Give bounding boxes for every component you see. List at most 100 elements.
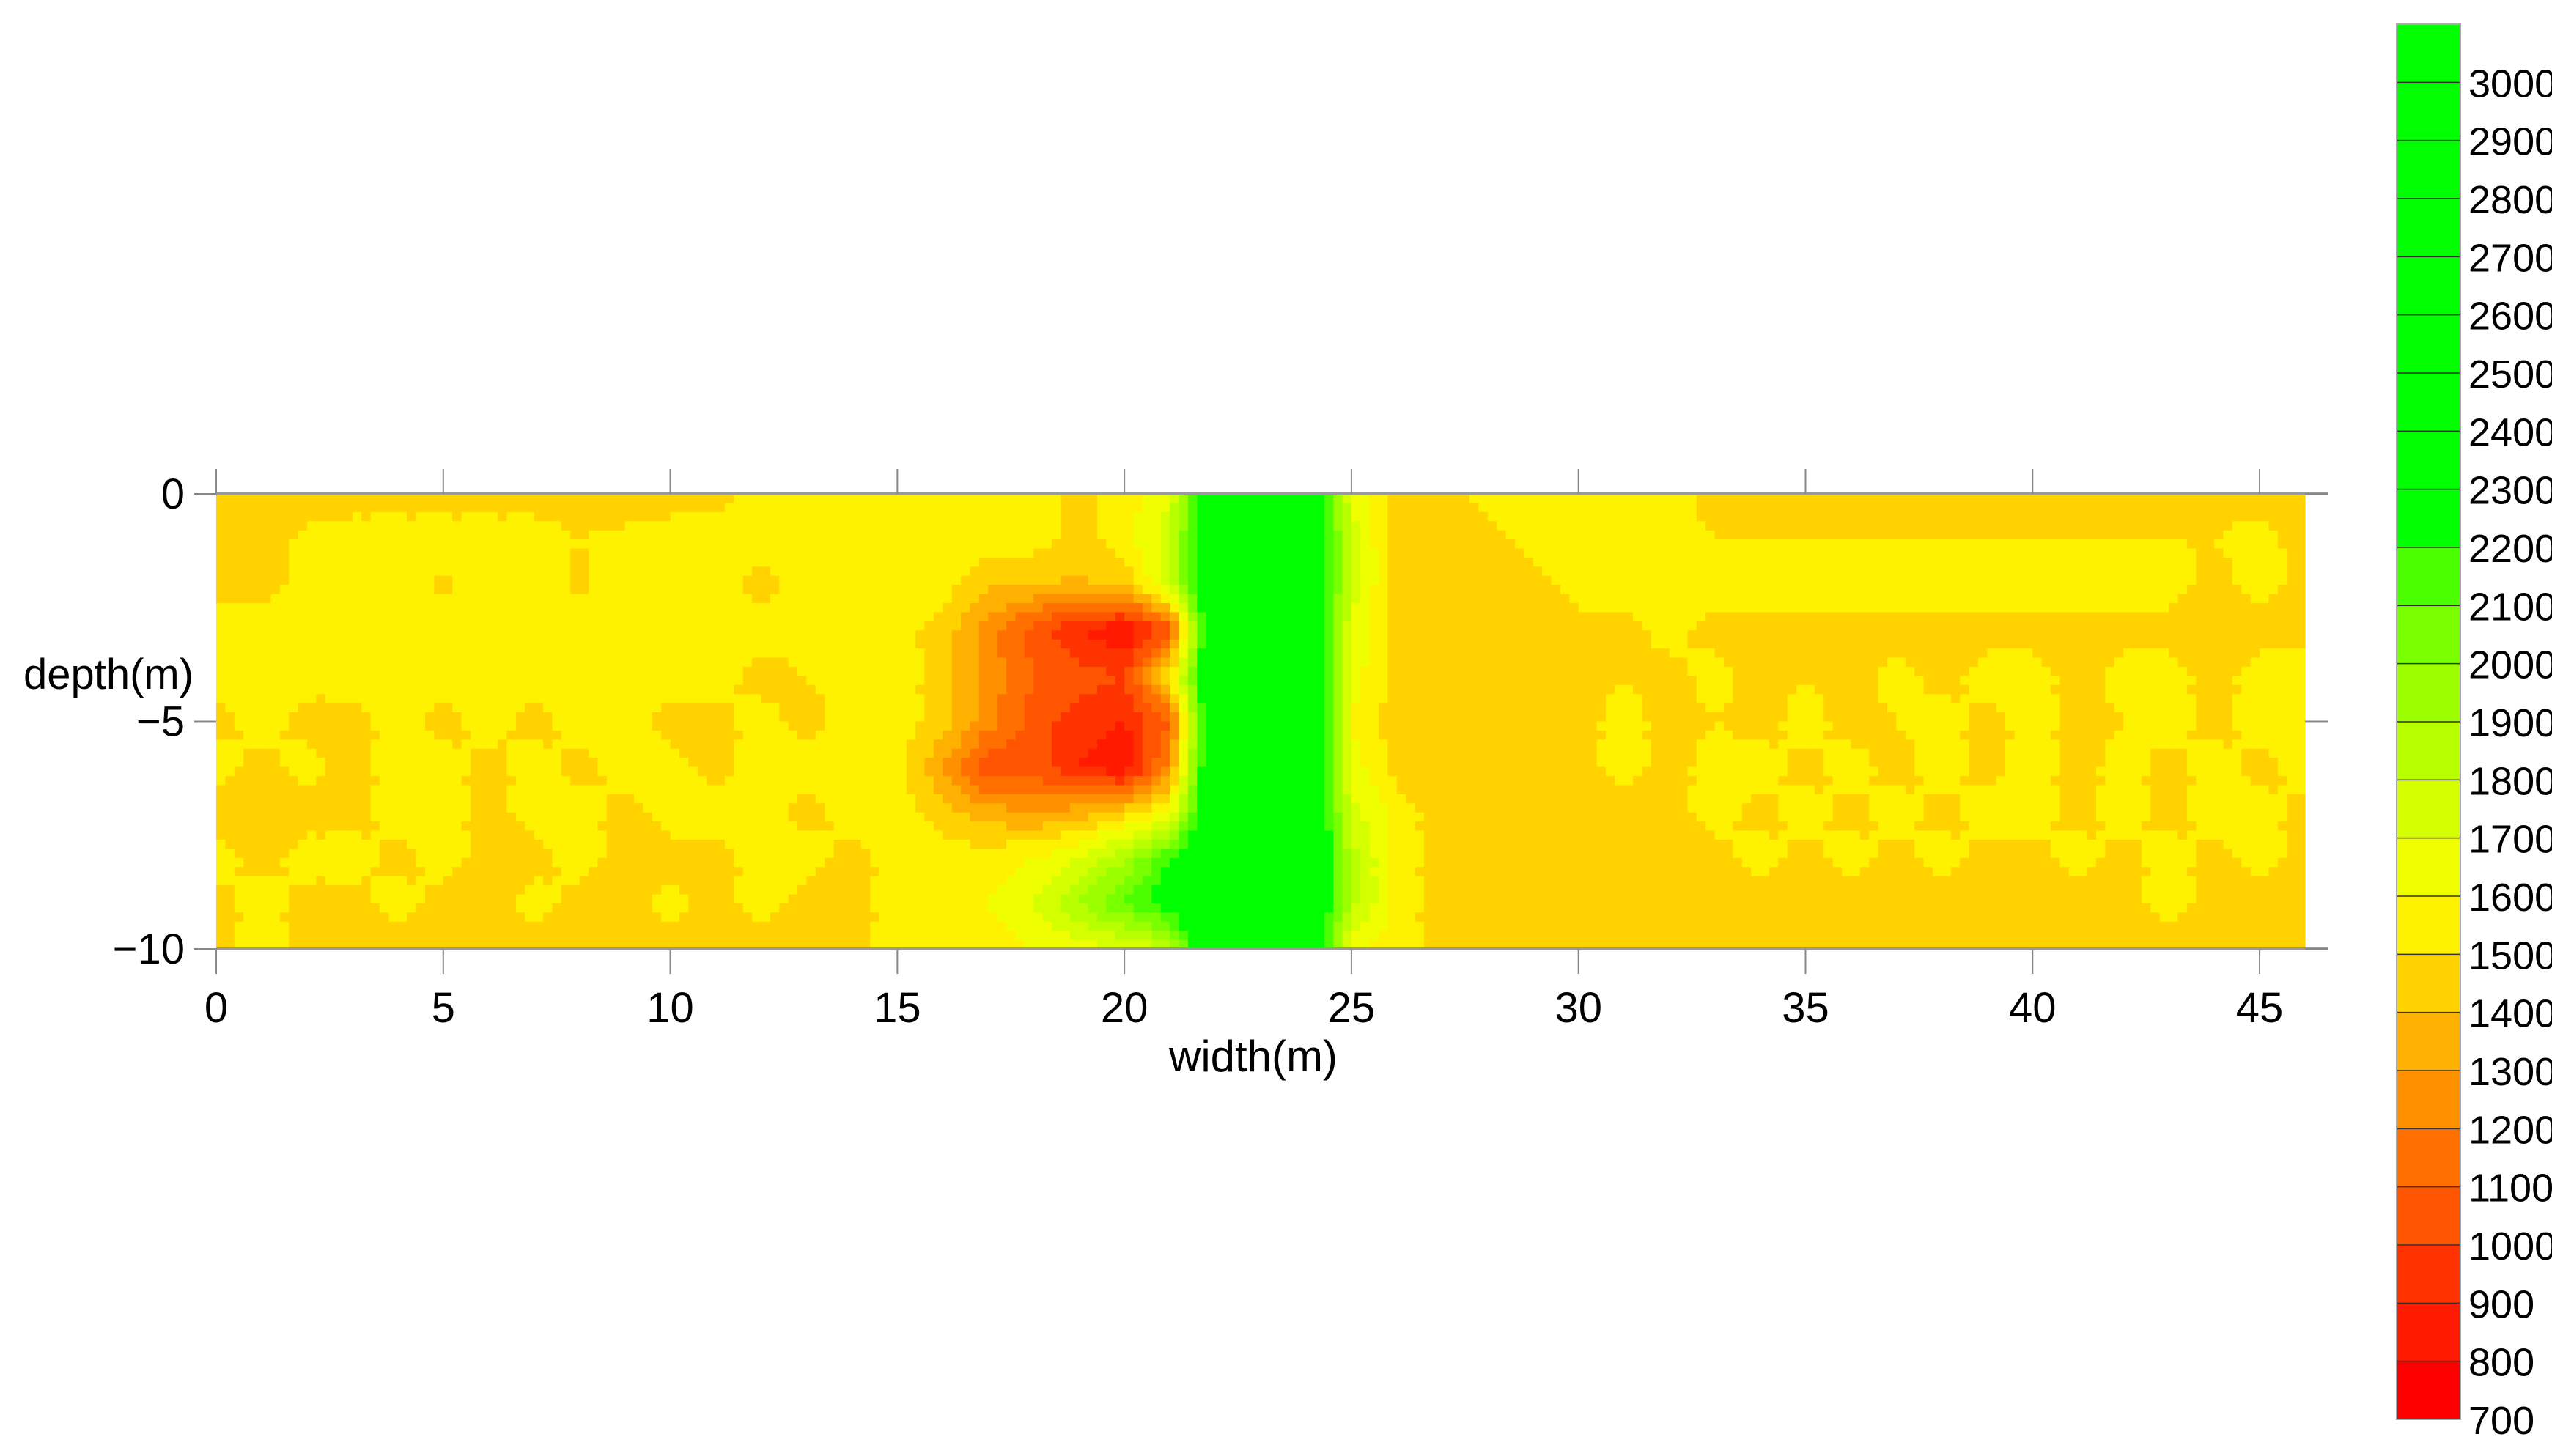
contour-cell bbox=[1778, 566, 1788, 577]
contour-cell bbox=[724, 539, 734, 550]
contour-cell bbox=[2214, 612, 2224, 622]
contour-cell bbox=[1796, 521, 1807, 531]
contour-cell bbox=[961, 594, 971, 604]
contour-cell bbox=[1179, 630, 1189, 640]
contour-cell bbox=[652, 621, 662, 631]
contour-cell bbox=[1587, 539, 1598, 550]
contour-cell bbox=[1560, 530, 1570, 540]
contour-cell bbox=[1342, 648, 1352, 659]
contour-cell bbox=[1278, 648, 1288, 659]
contour-cell bbox=[1605, 548, 1615, 558]
contour-cell bbox=[1869, 557, 1879, 567]
contour-cell bbox=[1578, 511, 1588, 522]
contour-cell bbox=[688, 630, 698, 640]
contour-cell bbox=[843, 521, 852, 531]
contour-cell bbox=[1206, 566, 1216, 577]
contour-cell bbox=[2051, 557, 2061, 567]
contour-cell bbox=[1769, 511, 1779, 522]
contour-cell bbox=[552, 521, 562, 531]
contour-cell bbox=[1996, 530, 2006, 540]
contour-cell bbox=[860, 639, 871, 649]
contour-cell bbox=[2032, 530, 2043, 540]
contour-cell bbox=[1932, 494, 1942, 504]
contour-cell bbox=[1950, 511, 1961, 522]
contour-cell bbox=[1805, 548, 1815, 558]
contour-cell bbox=[1733, 621, 1743, 631]
contour-cell bbox=[1079, 639, 1089, 649]
contour-cell bbox=[724, 566, 734, 577]
contour-cell bbox=[1305, 548, 1316, 558]
contour-cell bbox=[915, 657, 926, 668]
contour-cell bbox=[597, 666, 608, 676]
contour-cell bbox=[1460, 539, 1470, 550]
contour-cell bbox=[2241, 494, 2252, 504]
contour-cell bbox=[298, 684, 308, 695]
contour-cell bbox=[879, 630, 889, 640]
contour-cell bbox=[1887, 585, 1897, 595]
contour-cell bbox=[352, 585, 362, 595]
contour-cell bbox=[1233, 511, 1243, 522]
contour-cell bbox=[1351, 539, 1361, 550]
contour-cell bbox=[216, 603, 226, 613]
contour-cell bbox=[815, 585, 825, 595]
contour-cell bbox=[1387, 621, 1398, 631]
contour-cell bbox=[2087, 648, 2097, 659]
contour-cell bbox=[1469, 603, 1479, 613]
contour-cell bbox=[370, 575, 380, 585]
contour-cell bbox=[1187, 603, 1198, 613]
contour-cell bbox=[2032, 603, 2043, 613]
contour-cell bbox=[679, 621, 689, 631]
contour-cell bbox=[1133, 684, 1143, 695]
contour-cell bbox=[943, 585, 953, 595]
contour-cell bbox=[616, 575, 626, 585]
contour-cell bbox=[461, 575, 471, 585]
contour-cell bbox=[679, 530, 689, 540]
contour-cell bbox=[1923, 521, 1933, 531]
contour-cell bbox=[334, 557, 344, 567]
contour-cell bbox=[261, 612, 271, 622]
contour-cell bbox=[2041, 521, 2051, 531]
contour-cell bbox=[543, 548, 553, 558]
contour-cell bbox=[1033, 666, 1044, 676]
contour-cell bbox=[1333, 548, 1343, 558]
contour-cell bbox=[1433, 666, 1443, 676]
contour-cell bbox=[1869, 676, 1879, 686]
contour-cell bbox=[1160, 666, 1170, 676]
contour-cell bbox=[261, 566, 271, 577]
contour-cell bbox=[1878, 548, 1888, 558]
contour-cell bbox=[352, 666, 362, 676]
contour-cell bbox=[2169, 657, 2179, 668]
contour-cell bbox=[1505, 557, 1516, 567]
contour-cell bbox=[752, 648, 762, 659]
contour-cell bbox=[1814, 511, 1824, 522]
contour-cell bbox=[742, 621, 753, 631]
contour-cell bbox=[2159, 585, 2169, 595]
contour-cell bbox=[1206, 684, 1216, 695]
contour-cell bbox=[479, 666, 490, 676]
contour-cell bbox=[1497, 684, 1507, 695]
contour-cell bbox=[1669, 585, 1679, 595]
contour-cell bbox=[1823, 575, 1834, 585]
contour-cell bbox=[1179, 603, 1189, 613]
contour-cell bbox=[815, 575, 825, 585]
contour-cell bbox=[370, 630, 380, 640]
contour-cell bbox=[1524, 639, 1534, 649]
contour-cell bbox=[506, 530, 517, 540]
contour-cell bbox=[2260, 630, 2270, 640]
contour-cell bbox=[697, 539, 707, 550]
contour-cell bbox=[370, 530, 380, 540]
contour-cell bbox=[1133, 594, 1143, 604]
contour-cell bbox=[506, 657, 517, 668]
contour-cell bbox=[761, 657, 771, 668]
contour-cell bbox=[2023, 657, 2033, 668]
contour-cell bbox=[870, 585, 880, 595]
contour-cell bbox=[943, 621, 953, 631]
contour-cell bbox=[1778, 676, 1788, 686]
contour-cell bbox=[688, 648, 698, 659]
contour-cell bbox=[661, 585, 671, 595]
contour-cell bbox=[2041, 557, 2051, 567]
contour-cell bbox=[770, 539, 780, 550]
contour-cell bbox=[1324, 494, 1334, 504]
contour-cell bbox=[688, 676, 698, 686]
contour-cell bbox=[724, 639, 734, 649]
